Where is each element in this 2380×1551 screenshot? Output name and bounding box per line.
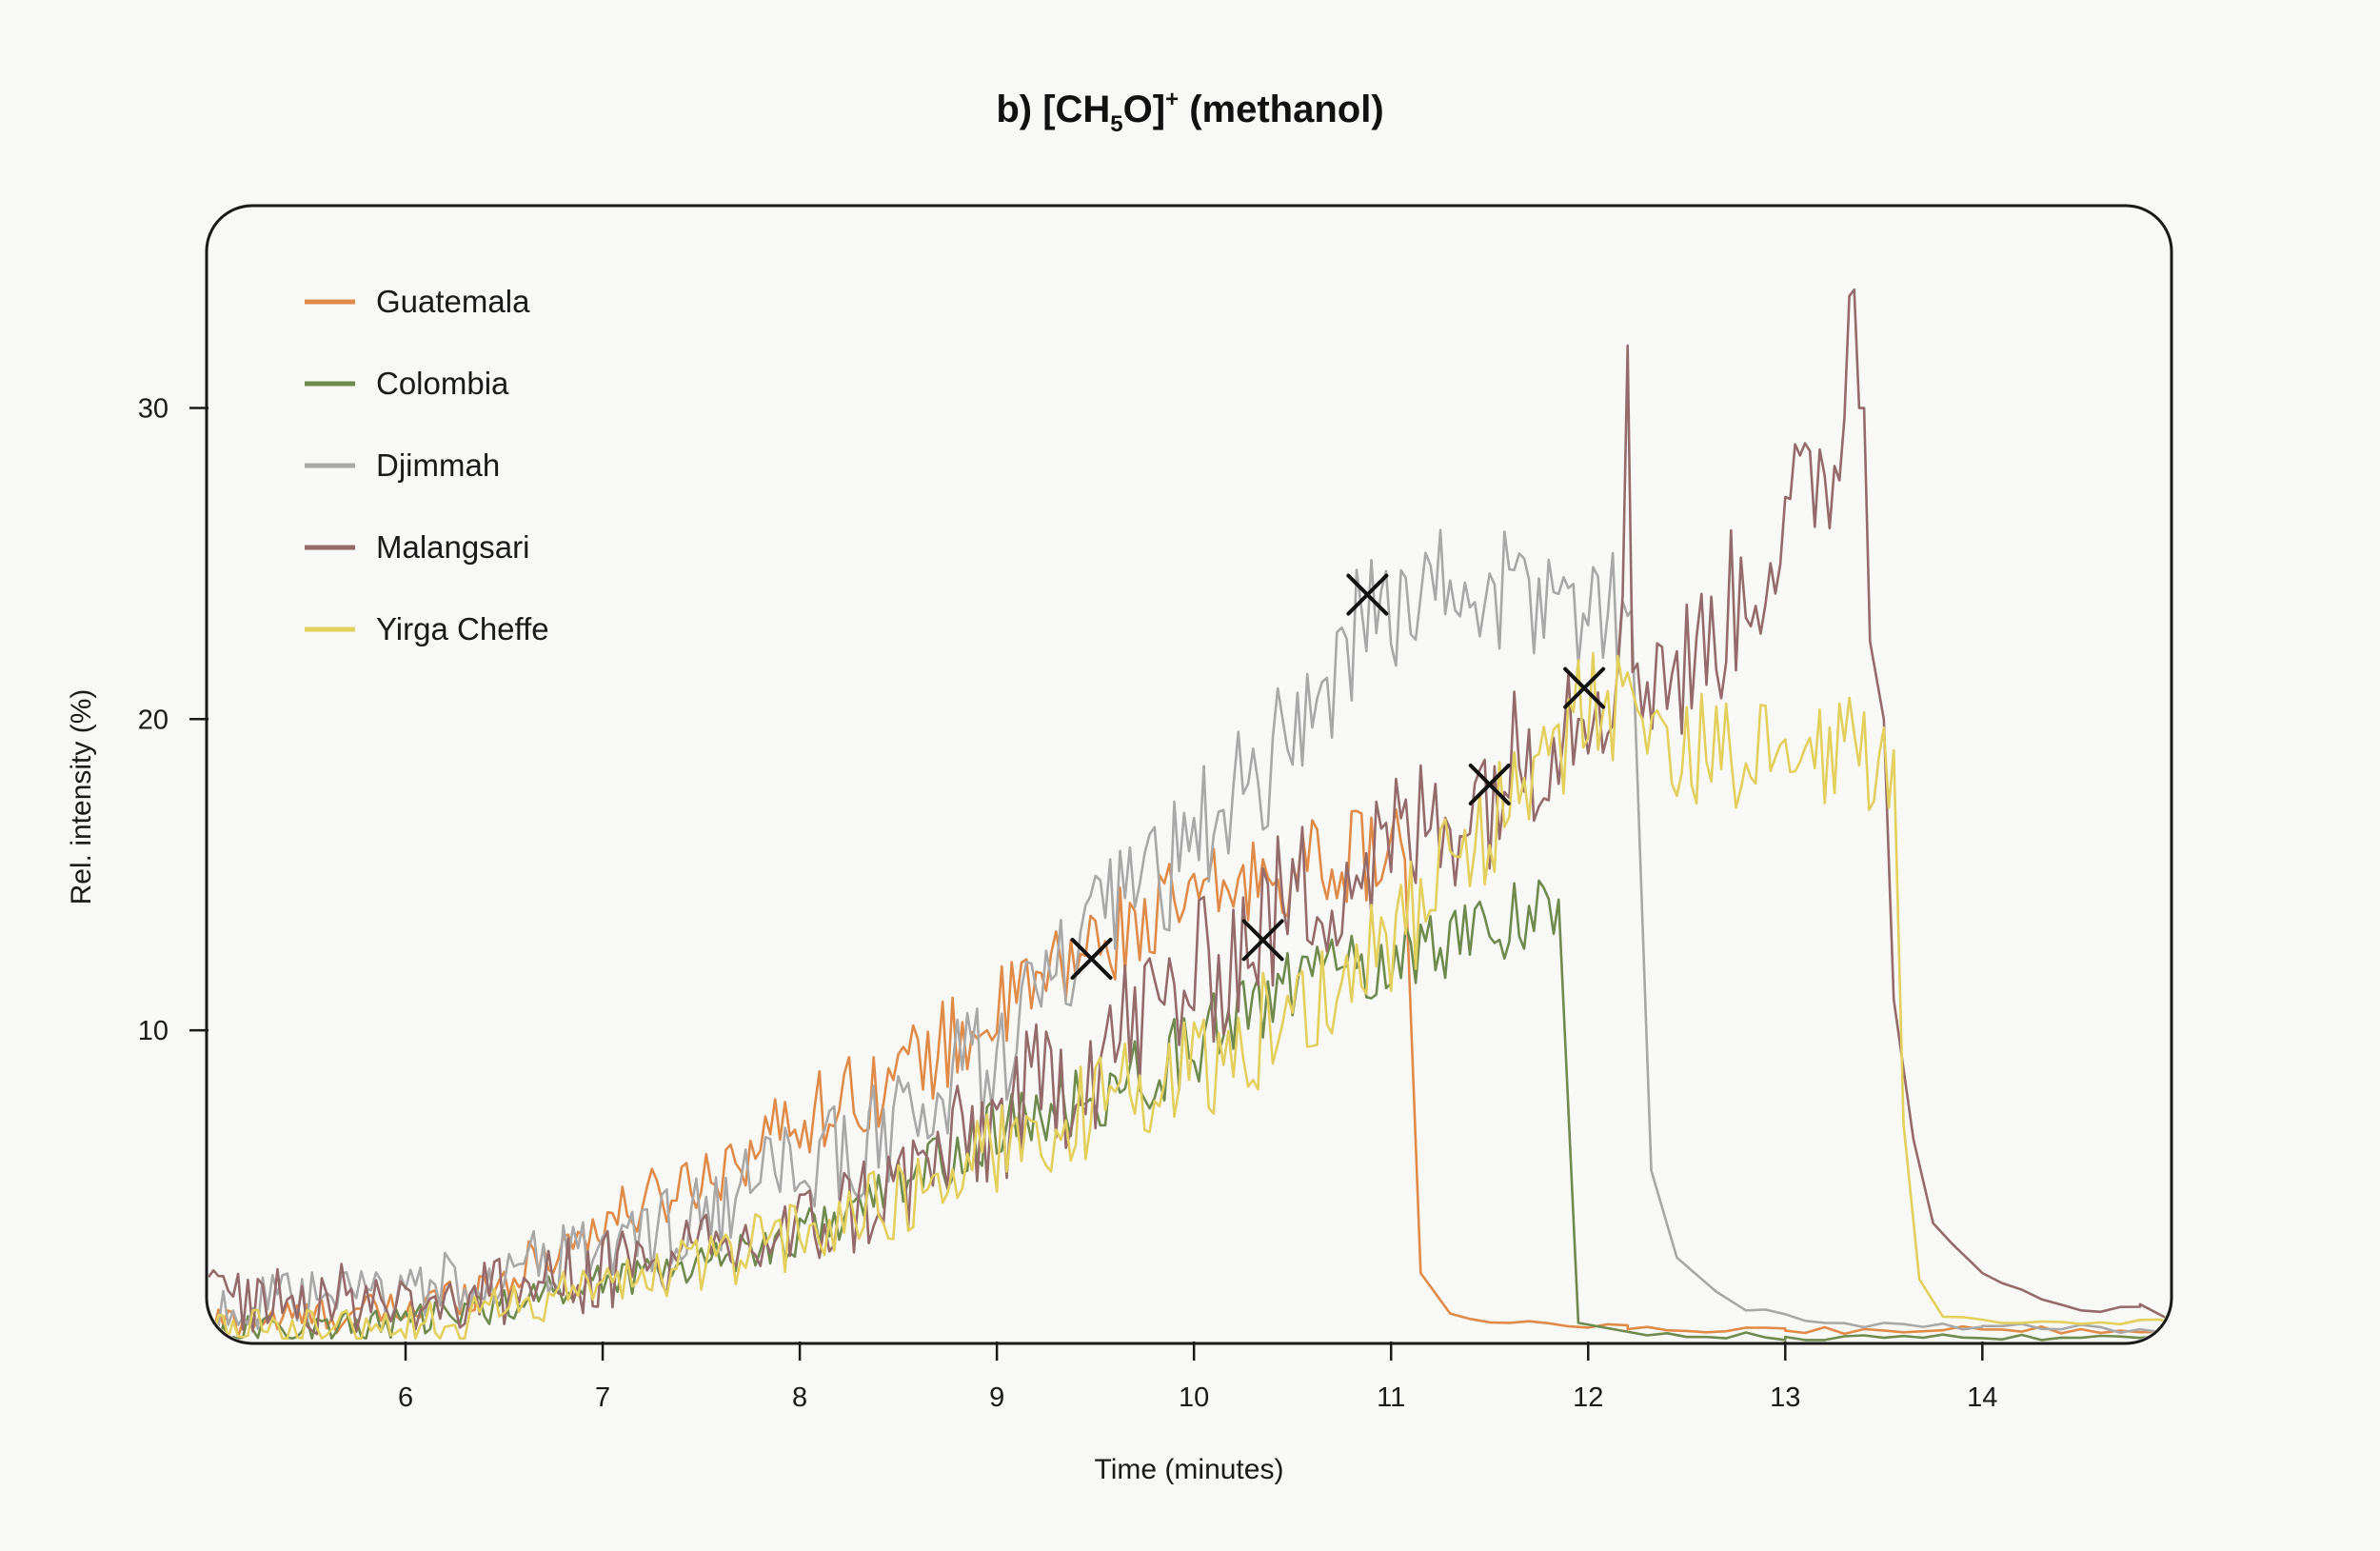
legend-label-djimmah: Djimmah — [376, 447, 500, 483]
cross-marker-5 — [1563, 666, 1606, 709]
legend-item-malangsari: Malangsari — [305, 529, 529, 565]
y-tick-label-20: 20 — [138, 705, 169, 735]
legend-label-colombia: Colombia — [376, 366, 509, 401]
y-tick-label-30: 30 — [138, 393, 169, 424]
chart-title: b) [CH5O]+ (methanol) — [996, 87, 1383, 137]
series-layer — [208, 288, 2170, 1342]
x-tick-label-6: 6 — [398, 1382, 413, 1413]
plot-frame — [205, 204, 2173, 1345]
x-axis-label: Time (minutes) — [1095, 1454, 1284, 1485]
y-tick-label-10: 10 — [138, 1016, 169, 1046]
legend: Guatemala Colombia Djimmah Malangsari Yirga … — [305, 284, 549, 646]
legend-label-malangsari: Malangsari — [376, 529, 529, 565]
legend-item-yirga-cheffe: Yirga Cheffe — [305, 611, 549, 646]
series-line-yirga-cheffe — [208, 651, 2170, 1340]
x-tick-label-14: 14 — [1967, 1382, 1997, 1413]
series-line-malangsari — [208, 288, 2170, 1336]
legend-label-yirga-cheffe: Yirga Cheffe — [376, 611, 549, 646]
series-line-colombia — [208, 879, 2170, 1342]
cross-marker-2 — [1070, 937, 1113, 980]
y-axis: 10 20 30 — [138, 393, 208, 1046]
x-tick-label-9: 9 — [989, 1382, 1004, 1413]
cross-marker-4 — [1468, 763, 1511, 805]
series-line-djimmah — [208, 528, 2170, 1334]
x-tick-label-10: 10 — [1179, 1382, 1209, 1413]
cross-marker-3 — [1241, 919, 1284, 962]
y-axis-label: Rel. intensity (%) — [66, 689, 97, 905]
legend-item-colombia: Colombia — [305, 366, 509, 401]
legend-item-djimmah: Djimmah — [305, 447, 500, 483]
x-tick-label-13: 13 — [1770, 1382, 1800, 1413]
x-axis: 6 7 8 9 10 11 12 13 14 — [398, 1342, 1997, 1413]
legend-item-guatemala: Guatemala — [305, 284, 530, 319]
x-tick-label-12: 12 — [1573, 1382, 1603, 1413]
x-tick-label-8: 8 — [792, 1382, 807, 1413]
legend-label-guatemala: Guatemala — [376, 284, 530, 319]
marker-layer — [1070, 573, 1606, 980]
cross-marker-1 — [1346, 573, 1389, 616]
x-tick-label-7: 7 — [595, 1382, 610, 1413]
x-tick-label-11: 11 — [1377, 1382, 1405, 1413]
